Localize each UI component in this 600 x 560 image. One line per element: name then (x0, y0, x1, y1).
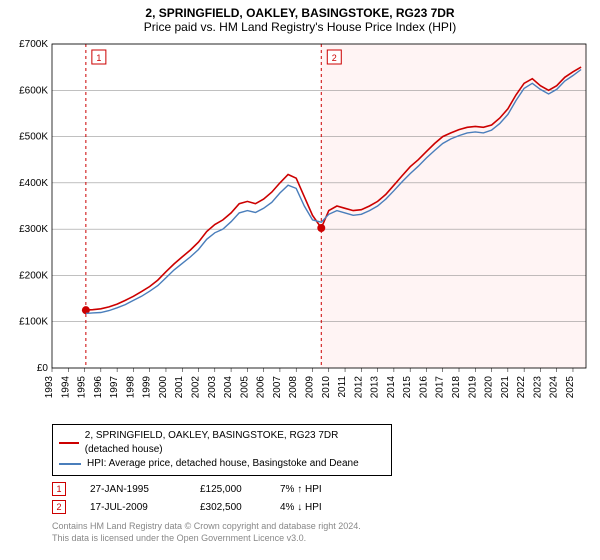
legend-label-2: HPI: Average price, detached house, Basi… (87, 457, 359, 471)
svg-text:2008: 2008 (288, 376, 299, 399)
svg-text:2021: 2021 (500, 376, 511, 399)
marker-pct-1: 7% ↑ HPI (280, 484, 370, 495)
marker-row-1: 1 27-JAN-1995 £125,000 7% ↑ HPI (52, 480, 592, 498)
line-chart-svg: £0 £100K £200K £300K £400K £500K £600K £700K 199… (8, 38, 592, 418)
svg-text:2023: 2023 (532, 376, 543, 399)
marker-price-1: £125,000 (200, 484, 280, 495)
svg-text:£600K: £600K (19, 85, 48, 96)
svg-text:£300K: £300K (19, 224, 48, 235)
svg-text:2003: 2003 (207, 376, 218, 399)
footer-text: Contains HM Land Registry data © Crown c… (52, 520, 592, 544)
svg-text:2009: 2009 (304, 376, 315, 399)
svg-text:2: 2 (332, 53, 337, 63)
legend-row-2: HPI: Average price, detached house, Basi… (59, 457, 385, 471)
svg-text:2012: 2012 (353, 376, 364, 399)
title-line-2: Price paid vs. HM Land Registry's House … (8, 20, 592, 34)
svg-text:£500K: £500K (19, 132, 48, 143)
legend-row-1: 2, SPRINGFIELD, OAKLEY, BASINGSTOKE, RG2… (59, 429, 385, 457)
marker-date-1: 27-JAN-1995 (90, 484, 200, 495)
svg-text:2024: 2024 (549, 376, 560, 399)
marker-table: 1 27-JAN-1995 £125,000 7% ↑ HPI 2 17-JUL… (52, 480, 592, 516)
svg-text:2006: 2006 (256, 376, 267, 399)
marker-price-2: £302,500 (200, 502, 280, 513)
svg-text:1993: 1993 (44, 376, 55, 399)
svg-text:1: 1 (96, 53, 101, 63)
svg-text:1994: 1994 (60, 376, 71, 399)
legend-swatch-1 (59, 442, 79, 444)
svg-text:2007: 2007 (272, 376, 283, 399)
svg-text:2015: 2015 (402, 376, 413, 399)
footer-line-2: This data is licensed under the Open Gov… (52, 532, 592, 544)
chart-area: £0 £100K £200K £300K £400K £500K £600K £700K 199… (8, 38, 592, 418)
svg-text:2014: 2014 (386, 376, 397, 399)
svg-text:2025: 2025 (565, 376, 576, 399)
svg-text:2017: 2017 (435, 376, 446, 399)
svg-text:£100K: £100K (19, 317, 48, 328)
svg-text:2005: 2005 (239, 376, 250, 399)
svg-text:2018: 2018 (451, 376, 462, 399)
marker-pct-2: 4% ↓ HPI (280, 502, 370, 513)
svg-text:2013: 2013 (370, 376, 381, 399)
marker-date-2: 17-JUL-2009 (90, 502, 200, 513)
title-line-1: 2, SPRINGFIELD, OAKLEY, BASINGSTOKE, RG2… (8, 6, 592, 20)
legend-label-1: 2, SPRINGFIELD, OAKLEY, BASINGSTOKE, RG2… (85, 429, 385, 457)
svg-text:1995: 1995 (77, 376, 88, 399)
svg-text:1999: 1999 (142, 376, 153, 399)
svg-text:2004: 2004 (223, 376, 234, 399)
svg-text:£700K: £700K (19, 39, 48, 50)
svg-text:1998: 1998 (125, 376, 136, 399)
marker-badge-1: 1 (52, 482, 66, 496)
svg-text:1996: 1996 (93, 376, 104, 399)
svg-text:2016: 2016 (418, 376, 429, 399)
legend-box: 2, SPRINGFIELD, OAKLEY, BASINGSTOKE, RG2… (52, 424, 392, 476)
svg-text:2011: 2011 (337, 376, 348, 398)
svg-text:£400K: £400K (19, 178, 48, 189)
svg-text:£0: £0 (37, 363, 49, 374)
svg-text:2019: 2019 (467, 376, 478, 399)
svg-text:2001: 2001 (174, 376, 185, 399)
svg-text:2002: 2002 (191, 376, 202, 399)
svg-text:2022: 2022 (516, 376, 527, 399)
chart-container: 2, SPRINGFIELD, OAKLEY, BASINGSTOKE, RG2… (0, 0, 600, 548)
svg-text:2000: 2000 (158, 376, 169, 399)
marker-badge-2: 2 (52, 500, 66, 514)
footer-line-1: Contains HM Land Registry data © Crown c… (52, 520, 592, 532)
svg-text:£200K: £200K (19, 270, 48, 281)
legend-swatch-2 (59, 463, 81, 465)
svg-text:2010: 2010 (321, 376, 332, 399)
svg-text:2020: 2020 (484, 376, 495, 399)
marker-row-2: 2 17-JUL-2009 £302,500 4% ↓ HPI (52, 498, 592, 516)
svg-text:1997: 1997 (109, 376, 120, 399)
